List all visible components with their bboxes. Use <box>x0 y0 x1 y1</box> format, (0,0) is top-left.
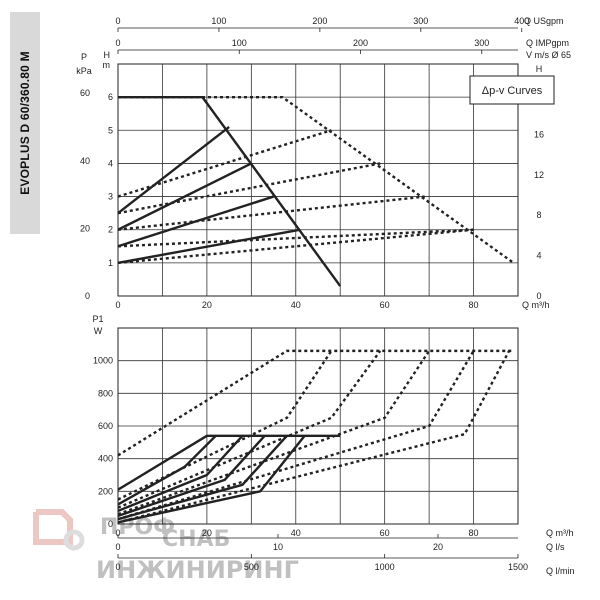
top-x-tick-label: 20 <box>202 300 212 310</box>
usgpm-tick-label: 400 <box>514 16 529 26</box>
bottom-y-unit: W <box>94 326 103 336</box>
power-solid-curve-5 <box>117 435 306 524</box>
power-dotted-curve-10 <box>117 350 475 521</box>
lmin-tick-label: 1500 <box>508 562 528 572</box>
model-label-panel: EVOPLUS D 60/360.80 M <box>10 12 40 234</box>
top-y-m-tick-label: 5 <box>108 125 113 135</box>
impgpm-axis-label: Q IMPgpm <box>526 38 569 48</box>
bottom-x-tick-label: 60 <box>380 528 390 538</box>
bottom-x-tick-label: 40 <box>291 528 301 538</box>
watermark-text-2: ИНЖИНИРИНГ <box>96 556 299 584</box>
watermark-text-1b: СНАБ <box>162 527 230 552</box>
watermark-gear-icon <box>63 529 85 551</box>
impgpm-tick-label: 300 <box>474 38 489 48</box>
head-dotted-curve-7 <box>117 162 381 215</box>
impgpm-tick-label: 100 <box>232 38 247 48</box>
top-x-tick-label: 80 <box>469 300 479 310</box>
usgpm-axis-label: Q USgpm <box>524 16 564 26</box>
ls-tick-label: 10 <box>273 542 283 552</box>
lmin-tick-label: 0 <box>115 562 120 572</box>
head-flow-chart: 0 20 40 60 80 Q m³/h123456Hm0204060PkPa048121… <box>76 16 571 310</box>
bottom-x-tick-label: 0 <box>115 528 120 538</box>
top-y-m-tick-label: 2 <box>108 225 113 235</box>
top-x-tick-label: 60 <box>380 300 390 310</box>
power-solid-curve-2 <box>117 434 244 513</box>
impgpm-tick-label: 0 <box>115 38 120 48</box>
bottom-y-tick-label: 800 <box>98 388 113 398</box>
top-y-ft-tick-label: 16 <box>534 129 544 139</box>
lmin-tick-label: 500 <box>244 562 259 572</box>
bottom-x-tick-label: 80 <box>469 528 479 538</box>
watermark-logo-shape <box>33 509 73 545</box>
power-dotted-curve-11 <box>117 350 511 524</box>
usgpm-tick-label: 100 <box>211 16 226 26</box>
top-y-ft-tick-label: 12 <box>534 170 544 180</box>
lmin-tick-label: 1000 <box>375 562 395 572</box>
head-solid-curve-4 <box>117 228 301 265</box>
top-y-ft-label: H <box>536 64 543 74</box>
bottom-x-tick-label: 20 <box>202 528 212 538</box>
power-dotted-curve-6 <box>117 349 514 457</box>
head-solid-curve-2 <box>117 162 252 231</box>
bottom-y-tick-label: 200 <box>98 486 113 496</box>
curves-legend-box: Δp-v Curves <box>469 75 555 105</box>
head-dotted-curve-6 <box>117 129 332 198</box>
head-dotted-curve-8 <box>117 195 425 231</box>
impgpm-tick-label: 200 <box>353 38 368 48</box>
top-x-tick-label: 40 <box>291 300 301 310</box>
top-y-m-unit: m <box>103 60 111 70</box>
top-x-axis-label: Q m³/h <box>522 300 550 310</box>
usgpm-tick-label: 300 <box>413 16 428 26</box>
usgpm-tick-label: 0 <box>115 16 120 26</box>
top-y-kpa-tick-label: 60 <box>80 88 90 98</box>
bottom-y-tick-label: 600 <box>98 421 113 431</box>
top-y-ft-tick-label: 4 <box>536 251 541 261</box>
curves-legend-text: Δp-v Curves <box>482 85 543 97</box>
ls-tick-label: 20 <box>433 542 443 552</box>
top-y-kpa-tick-label: 0 <box>85 291 90 301</box>
top-y-m-tick-label: 6 <box>108 92 113 102</box>
power-dotted-curve-7 <box>117 350 333 501</box>
top-y-m-tick-label: 4 <box>108 158 113 168</box>
lmin-axis-label: Q l/min <box>546 566 575 576</box>
power-dotted-curve-8 <box>117 350 382 509</box>
top-y-kpa-unit: kPa <box>76 66 92 76</box>
top-y-kpa-tick-label: 40 <box>80 156 90 166</box>
ls-tick-label: 0 <box>115 542 120 552</box>
bottom-y-tick-label: 1000 <box>93 356 113 366</box>
top-y-m-label: H <box>104 50 111 60</box>
top-y-ft-tick-label: 0 <box>536 291 541 301</box>
bottom-y-label: P1 <box>92 314 103 324</box>
power-dotted-curve-9 <box>117 350 431 516</box>
top-y-kpa-tick-label: 20 <box>80 223 90 233</box>
top-plot-frame <box>117 63 519 297</box>
bottom-y-tick-label: 400 <box>98 454 113 464</box>
bottom-y-tick-label: 0 <box>108 519 113 529</box>
top-y-ft-tick-label: 8 <box>536 210 541 220</box>
top-y-m-tick-label: 3 <box>108 192 113 202</box>
usgpm-tick-label: 200 <box>312 16 327 26</box>
top-y-kpa-label: P <box>81 52 87 62</box>
power-solid-curve-0 <box>117 434 341 491</box>
head-dotted-curve-9 <box>117 228 474 248</box>
ls-axis-label: Q l/s <box>546 542 565 552</box>
velocity-axis-label: V m/s Ø 65 <box>526 50 571 60</box>
bottom-x-axis-label: Q m³/h <box>546 528 574 538</box>
top-x-tick-label: 0 <box>115 300 120 310</box>
top-y-m-tick-label: 1 <box>108 258 113 268</box>
head-solid-curve-1 <box>117 126 230 215</box>
head-dotted-curve-5 <box>118 95 515 264</box>
